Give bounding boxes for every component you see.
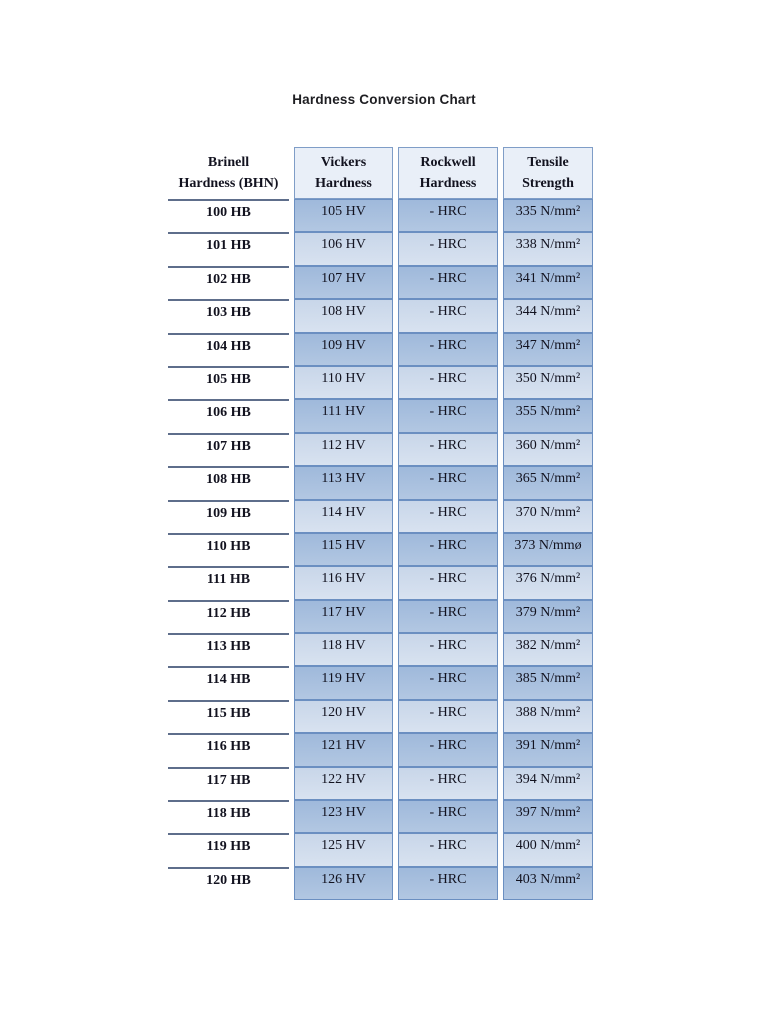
cell-vickers: 109 HV [294,332,393,366]
cell-rockwell: - HRC [398,599,498,634]
cell-brinell: 118 HB [168,800,289,833]
cell-tensile: 360 N/mm² [503,432,593,467]
cell-rockwell: - HRC [398,699,498,734]
cell-brinell: 102 HB [168,265,289,299]
cell-brinell: 103 HB [168,299,289,332]
cell-rockwell: - HRC [398,299,498,333]
cell-rockwell: - HRC [398,466,498,500]
column-header: Rockwell Hardness [398,147,498,199]
cell-vickers: 116 HV [294,566,393,600]
cell-brinell: 106 HB [168,399,289,432]
column-header: Tensile Strength [503,147,593,199]
cell-vickers: 105 HV [294,199,393,233]
cell-rockwell: - HRC [398,365,498,400]
cell-tensile: 338 N/mm² [503,232,593,266]
cell-vickers: 122 HV [294,766,393,801]
cell-rockwell: - HRC [398,766,498,801]
cell-vickers: 114 HV [294,499,393,533]
cell-tensile: 365 N/mm² [503,466,593,500]
cell-brinell: 115 HB [168,699,289,733]
cell-tensile: 344 N/mm² [503,299,593,333]
cell-vickers: 111 HV [294,399,393,433]
cell-tensile: 403 N/mm² [503,866,593,901]
cell-tensile: 379 N/mm² [503,599,593,634]
cell-rockwell: - HRC [398,499,498,533]
cell-rockwell: - HRC [398,265,498,300]
cell-vickers: 107 HV [294,265,393,300]
cell-vickers: 110 HV [294,365,393,400]
cell-rockwell: - HRC [398,532,498,567]
cell-brinell: 111 HB [168,566,289,599]
cell-tensile: 385 N/mm² [503,666,593,700]
cell-rockwell: - HRC [398,800,498,834]
cell-brinell: 105 HB [168,365,289,399]
cell-tensile: 355 N/mm² [503,399,593,433]
cell-vickers: 108 HV [294,299,393,333]
column-header: Brinell Hardness (BHN) [178,155,279,191]
cell-brinell: 116 HB [168,733,289,766]
cell-brinell: 119 HB [168,833,289,866]
cell-brinell: 110 HB [168,532,289,566]
cell-tensile: 373 N/mmø [503,532,593,567]
cell-rockwell: - HRC [398,666,498,700]
cell-brinell: 112 HB [168,599,289,633]
column-header: Vickers Hardness [294,147,393,199]
cell-brinell: 108 HB [168,466,289,499]
cell-rockwell: - HRC [398,332,498,366]
cell-vickers: 126 HV [294,866,393,901]
cell-vickers: 123 HV [294,800,393,834]
cell-tensile: 394 N/mm² [503,766,593,801]
cell-tensile: 400 N/mm² [503,833,593,867]
page-title: Hardness Conversion Chart [292,92,476,107]
cell-rockwell: - HRC [398,866,498,901]
cell-vickers: 125 HV [294,833,393,867]
cell-tensile: 347 N/mm² [503,332,593,366]
cell-rockwell: - HRC [398,232,498,266]
cell-vickers: 119 HV [294,666,393,700]
cell-vickers: 113 HV [294,466,393,500]
cell-vickers: 120 HV [294,699,393,734]
cell-rockwell: - HRC [398,833,498,867]
cell-rockwell: - HRC [398,733,498,767]
cell-brinell: 107 HB [168,432,289,466]
cell-tensile: 388 N/mm² [503,699,593,734]
cell-rockwell: - HRC [398,633,498,667]
cell-tensile: 350 N/mm² [503,365,593,400]
cell-tensile: 382 N/mm² [503,633,593,667]
cell-tensile: 341 N/mm² [503,265,593,300]
cell-brinell: 101 HB [168,232,289,265]
cell-brinell: 100 HB [168,199,289,232]
cell-brinell: 104 HB [168,332,289,366]
cell-tensile: 376 N/mm² [503,566,593,600]
cell-tensile: 391 N/mm² [503,733,593,767]
cell-brinell: 109 HB [168,499,289,533]
cell-vickers: 106 HV [294,232,393,266]
cell-brinell: 113 HB [168,633,289,666]
cell-rockwell: - HRC [398,199,498,233]
cell-rockwell: - HRC [398,432,498,467]
cell-vickers: 115 HV [294,532,393,567]
cell-vickers: 112 HV [294,432,393,467]
cell-vickers: 121 HV [294,733,393,767]
cell-tensile: 370 N/mm² [503,499,593,533]
cell-rockwell: - HRC [398,566,498,600]
cell-vickers: 118 HV [294,633,393,667]
hardness-conversion-table: Brinell Hardness (BHN) Vickers Hardness Ro… [168,147,593,901]
cell-brinell: 117 HB [168,766,289,800]
cell-rockwell: - HRC [398,399,498,433]
cell-brinell: 120 HB [168,866,289,900]
cell-brinell: 114 HB [168,666,289,699]
cell-tensile: 335 N/mm² [503,199,593,233]
cell-vickers: 117 HV [294,599,393,634]
cell-tensile: 397 N/mm² [503,800,593,834]
